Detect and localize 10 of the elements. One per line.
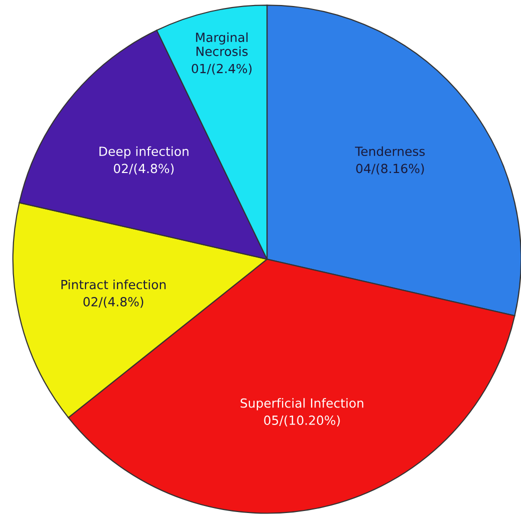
slice-label: Tenderness bbox=[354, 146, 425, 156]
data-label: 02/(4.8%) bbox=[114, 164, 174, 175]
data-label: 02/(4.8%) bbox=[83, 296, 144, 308]
slice-label: Deep infection bbox=[99, 146, 188, 158]
slice-label: Superficial Infection bbox=[240, 398, 364, 410]
data-label: 01/(2.4%) bbox=[192, 64, 252, 75]
data-label: 05/(10.20%) bbox=[264, 415, 340, 426]
slice-label: Marginal Necrosis bbox=[196, 32, 248, 56]
data-label: 04/(8.16%) bbox=[356, 164, 424, 175]
slice-label: Pintract infection bbox=[61, 280, 166, 290]
